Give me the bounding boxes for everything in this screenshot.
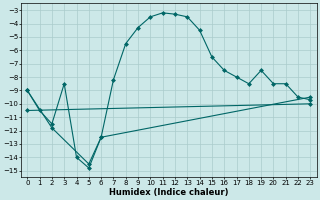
X-axis label: Humidex (Indice chaleur): Humidex (Indice chaleur) <box>109 188 228 197</box>
